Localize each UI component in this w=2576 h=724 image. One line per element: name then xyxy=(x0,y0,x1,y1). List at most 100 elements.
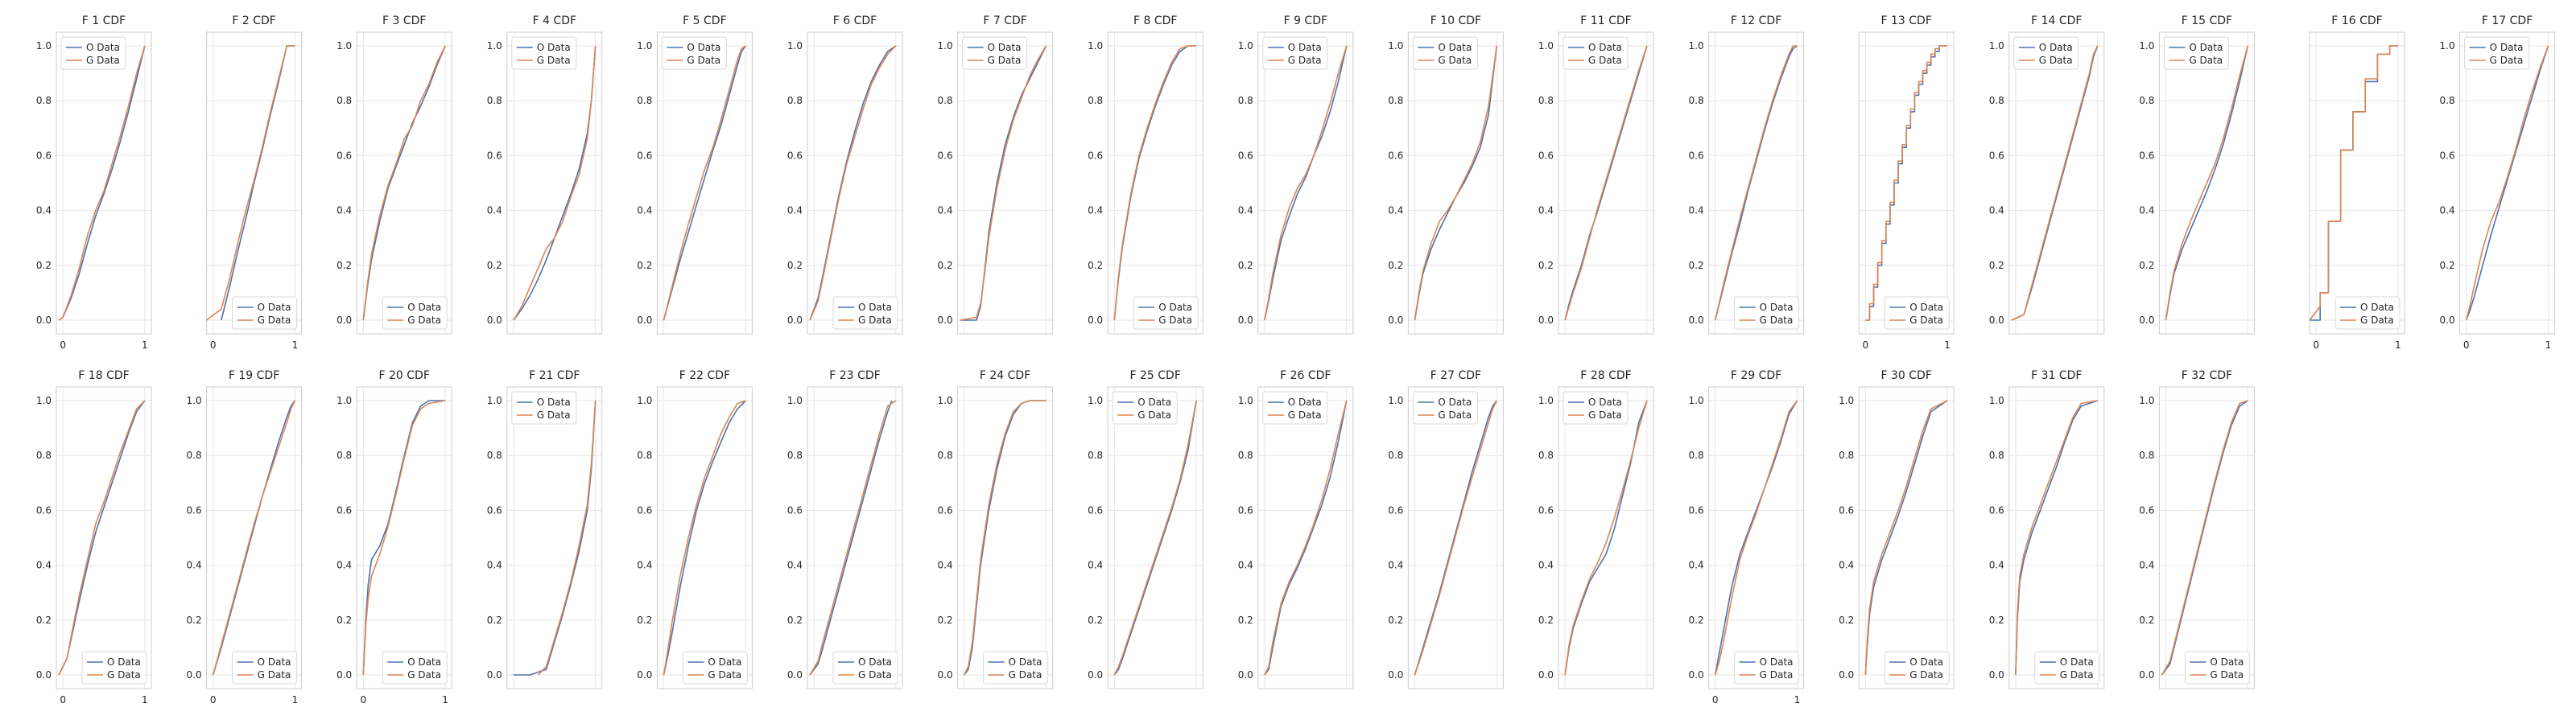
panel-16: F 16 CDF 0 1 O Data G Data xyxy=(2309,14,2405,351)
legend-g-data-label: G Data xyxy=(2189,55,2223,66)
y-tick-label: 0.0 xyxy=(1989,669,2004,681)
legend-o-data-label: O Data xyxy=(687,42,720,53)
legend-o-data-label: O Data xyxy=(858,656,892,668)
y-tick-label: 0.0 xyxy=(336,315,352,326)
y-tick-label: 1.0 xyxy=(1238,40,1253,51)
legend-box xyxy=(962,36,1028,70)
y-tick-label: 0.6 xyxy=(787,150,803,161)
y-tick-label: 0.6 xyxy=(487,150,502,161)
panel-frame xyxy=(807,31,903,335)
x-tick-label: 0 xyxy=(1863,339,1869,351)
panel-10: F 10 CDF 0.0 0.2 0.4 0.6 0.8 1.0 O Data G Data xyxy=(1388,14,1504,335)
y-tick-label: 0.6 xyxy=(1538,150,1554,161)
x-tick-label: 1 xyxy=(2545,339,2552,351)
panel-8: F 8 CDF 0.0 0.2 0.4 0.6 0.8 1.0 O Data G Data xyxy=(1088,14,1203,335)
legend-box xyxy=(1412,36,1478,70)
panel-frame xyxy=(2008,31,2105,335)
legend-g-data-label: G Data xyxy=(858,315,892,326)
panel-title: F 31 CDF xyxy=(2031,369,2082,382)
y-tick-label: 0.2 xyxy=(938,615,953,626)
y-tick-label: 0.6 xyxy=(637,504,652,516)
y-tick-label: 0.6 xyxy=(187,504,202,516)
panel-14: F 14 CDF 0.0 0.2 0.4 0.6 0.8 1.0 O Data G Data xyxy=(1989,14,2105,335)
panel-frame xyxy=(1858,386,1955,689)
y-tick-label: 0.2 xyxy=(1989,615,2004,626)
panel-title: F 10 CDF xyxy=(1430,14,1481,27)
legend-g-data-label: G Data xyxy=(2060,669,2094,681)
legend-o-data-label: O Data xyxy=(1588,397,1622,408)
y-tick-label: 0.0 xyxy=(1238,315,1253,326)
legend-o-data-label: O Data xyxy=(537,42,571,53)
g-data-line xyxy=(663,400,746,676)
y-tick-label: 1.0 xyxy=(1388,40,1403,51)
legend-o-data-label: O Data xyxy=(86,42,120,53)
y-tick-label: 0.2 xyxy=(1238,260,1253,271)
y-tick-label: 1.0 xyxy=(637,40,652,51)
legend-box xyxy=(2034,651,2100,685)
y-tick-label: 0.6 xyxy=(1238,504,1253,516)
y-tick-label: 0.8 xyxy=(938,95,953,106)
legend-o-data-label: O Data xyxy=(1288,42,1322,53)
y-tick-label: 0.4 xyxy=(36,560,52,571)
legend-box xyxy=(983,651,1049,685)
legend-g-data-label: G Data xyxy=(687,55,720,66)
panel-frame xyxy=(2158,386,2255,689)
g-data-line xyxy=(963,400,1046,676)
y-tick-label: 1.0 xyxy=(1238,395,1253,406)
y-tick-label: 0.4 xyxy=(1538,560,1554,571)
legend-o-data-label: O Data xyxy=(1909,302,1943,313)
panel-title: F 28 CDF xyxy=(1580,369,1631,382)
y-tick-label: 0.8 xyxy=(1989,450,2004,461)
panel-title: F 4 CDF xyxy=(533,14,576,27)
y-tick-label: 0.8 xyxy=(487,450,502,461)
legend-o-data-label: O Data xyxy=(1760,656,1794,668)
legend-g-data-label: G Data xyxy=(1909,669,1943,681)
y-tick-label: 0.4 xyxy=(1088,205,1103,216)
panel-title: F 21 CDF xyxy=(529,369,580,382)
panel-title: F 2 CDF xyxy=(232,14,275,27)
y-tick-label: 0.4 xyxy=(1538,205,1554,216)
legend-g-data-label: G Data xyxy=(2360,315,2394,326)
y-tick-label: 0.0 xyxy=(36,315,52,326)
y-tick-label: 0.6 xyxy=(1238,150,1253,161)
panel-frame xyxy=(807,386,903,689)
legend-box xyxy=(832,651,898,685)
legend-g-data-label: G Data xyxy=(258,315,291,326)
g-data-line xyxy=(1414,45,1498,321)
y-tick-label: 0.8 xyxy=(1088,95,1103,106)
legend-o-data-label: O Data xyxy=(258,656,291,668)
y-tick-label: 0.8 xyxy=(1538,450,1554,461)
g-data-line xyxy=(362,400,446,676)
legend-g-data-label: G Data xyxy=(1438,55,1472,66)
y-tick-label: 0.4 xyxy=(1238,560,1253,571)
y-tick-label: 0.0 xyxy=(1689,669,1704,681)
o-data-line xyxy=(1113,45,1197,321)
y-tick-label: 0.6 xyxy=(1088,150,1103,161)
panel-title: F 19 CDF xyxy=(229,369,279,382)
legend-o-data-label: O Data xyxy=(1438,42,1472,53)
g-data-line xyxy=(1564,400,1648,676)
panel-17: F 17 CDF 0.0 0.2 0.4 0.6 0.8 1.0 0 1 O Data G Data xyxy=(2440,14,2556,351)
y-tick-label: 0.8 xyxy=(336,450,352,461)
legend-g-data-label: G Data xyxy=(858,669,892,681)
y-tick-label: 0.2 xyxy=(336,260,352,271)
y-tick-label: 1.0 xyxy=(787,40,803,51)
y-tick-label: 0.0 xyxy=(1238,669,1253,681)
panel-13: F 13 CDF 0 1 O Data G Data xyxy=(1858,14,1955,351)
panel-title: F 32 CDF xyxy=(2182,369,2232,382)
y-tick-label: 0.8 xyxy=(637,95,652,106)
panel-5: F 5 CDF 0.0 0.2 0.4 0.6 0.8 1.0 O Data G Data xyxy=(637,14,753,335)
y-tick-label: 0.2 xyxy=(336,615,352,626)
panel-frame xyxy=(56,386,152,689)
y-tick-label: 0.0 xyxy=(2139,669,2154,681)
panel-frame xyxy=(2158,31,2255,335)
o-data-line xyxy=(1714,400,1798,676)
